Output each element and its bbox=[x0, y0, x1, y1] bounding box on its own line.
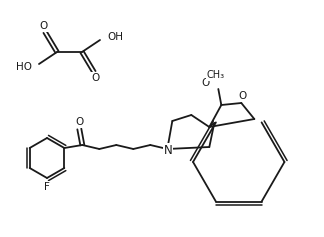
Text: CH₃: CH₃ bbox=[206, 70, 225, 80]
Text: HO: HO bbox=[16, 62, 32, 72]
Text: F: F bbox=[44, 182, 50, 192]
Text: O: O bbox=[40, 21, 48, 31]
Text: O: O bbox=[75, 117, 84, 127]
Text: N: N bbox=[164, 143, 173, 156]
Text: O: O bbox=[238, 91, 247, 101]
Text: OH: OH bbox=[107, 32, 123, 42]
Text: O: O bbox=[201, 78, 209, 88]
Text: O: O bbox=[91, 73, 99, 83]
